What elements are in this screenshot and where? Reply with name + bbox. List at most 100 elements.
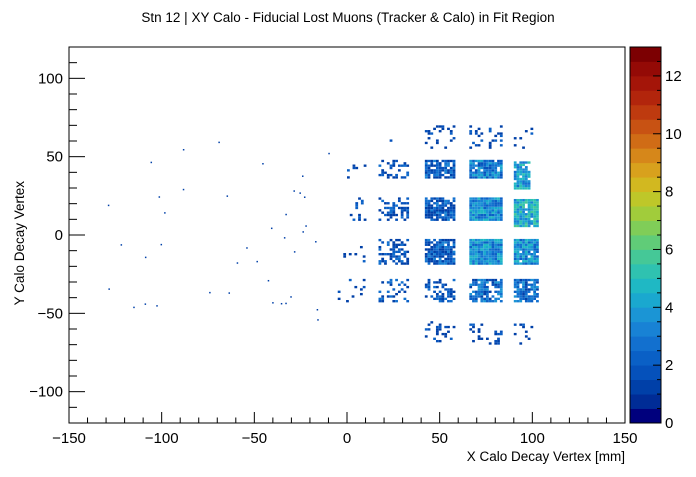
data-bin [480, 162, 484, 165]
data-bin [536, 215, 539, 218]
data-bin [435, 162, 439, 165]
data-bin [427, 206, 431, 210]
data-bin [441, 262, 445, 265]
data-bin [438, 323, 442, 326]
data-bin [499, 300, 503, 303]
data-bin [403, 176, 407, 179]
data-bin [427, 285, 431, 289]
data-bin [358, 218, 361, 221]
data-bin [392, 162, 396, 165]
data-bin [519, 257, 523, 261]
data-bin [452, 197, 456, 200]
data-bin [516, 208, 520, 211]
data-bin [494, 243, 498, 246]
color-scale-segment [630, 394, 661, 409]
data-bin [469, 213, 473, 217]
data-bin [488, 130, 492, 133]
color-scale-segment [630, 321, 661, 337]
data-bin [444, 238, 448, 242]
data-bin [400, 213, 404, 217]
data-bin [381, 257, 385, 261]
data-bin [386, 290, 390, 293]
data-bin [516, 281, 520, 284]
data-bin [433, 248, 436, 251]
data-bin [491, 262, 495, 265]
data-bin [427, 243, 431, 246]
data-bin [527, 173, 531, 176]
data-bin [406, 216, 410, 219]
data-bin [524, 224, 528, 228]
data-bin [499, 171, 503, 174]
data-bin [158, 196, 161, 198]
data-bin [424, 241, 428, 244]
data-bin [480, 211, 484, 214]
data-bin [384, 253, 387, 256]
data-bin [441, 197, 445, 200]
data-bin [477, 159, 481, 163]
data-bin [497, 285, 500, 289]
data-bin [527, 184, 531, 188]
data-bin [355, 206, 359, 210]
data-bin [524, 175, 528, 178]
data-bin [474, 281, 478, 284]
data-bin [381, 169, 385, 172]
data-bin [524, 257, 528, 261]
data-bin [516, 222, 520, 225]
data-bin [400, 260, 404, 263]
data-bin [474, 216, 478, 219]
data-bin [395, 159, 398, 163]
data-bin [524, 184, 528, 188]
data-bin [378, 209, 382, 212]
data-bin [494, 199, 498, 203]
data-bin [469, 206, 473, 210]
data-bin [513, 198, 517, 202]
data-bin [488, 278, 492, 282]
data-bin [424, 171, 428, 174]
data-bin [516, 288, 520, 291]
data-bin [536, 241, 539, 244]
data-bin [522, 182, 525, 185]
data-bin [522, 217, 525, 221]
data-bin [435, 292, 439, 296]
data-bin [488, 206, 492, 210]
data-bin [522, 213, 525, 216]
data-bin [449, 209, 453, 212]
data-bin [430, 206, 434, 210]
data-bin [430, 209, 434, 212]
data-bin [352, 164, 356, 167]
data-bin [472, 173, 475, 177]
data-bin [469, 146, 473, 149]
data-bin [486, 218, 489, 221]
data-bin [530, 208, 534, 211]
data-bin [486, 169, 489, 172]
data-bin [236, 262, 239, 264]
data-bin [480, 323, 484, 326]
data-bin [480, 297, 484, 301]
data-bin [427, 213, 431, 217]
data-bin [438, 162, 442, 165]
color-scale-segment [630, 206, 661, 221]
data-bin [438, 173, 442, 177]
data-bin [499, 241, 503, 244]
data-bin [477, 248, 481, 251]
data-bin [483, 257, 486, 261]
data-bin [355, 204, 359, 207]
data-bin [447, 288, 450, 291]
data-bin [397, 169, 401, 172]
data-bin [293, 190, 295, 192]
data-bin [400, 206, 404, 210]
data-bin [424, 211, 428, 214]
data-bin [427, 176, 431, 179]
data-bin [477, 260, 481, 263]
data-bin [400, 216, 404, 219]
data-bin [348, 278, 352, 282]
data-bin [389, 139, 393, 142]
data-bin [472, 211, 475, 214]
data-bin [527, 215, 531, 218]
data-bin [494, 173, 498, 177]
data-bin [513, 222, 517, 225]
data-bin [491, 209, 495, 212]
data-bin [536, 288, 539, 291]
x-tick-label: −100 [145, 430, 179, 447]
